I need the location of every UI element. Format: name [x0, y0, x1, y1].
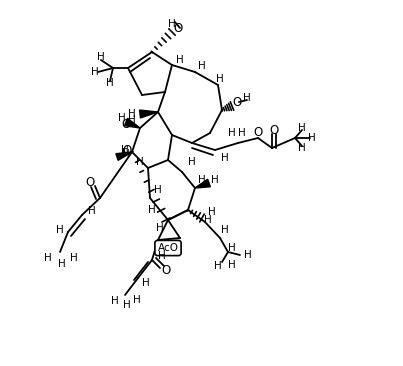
Text: H: H: [88, 206, 96, 216]
Text: H: H: [158, 251, 166, 261]
Text: O: O: [233, 96, 242, 108]
Text: H: H: [70, 253, 78, 263]
Text: H: H: [133, 295, 141, 305]
Polygon shape: [116, 152, 132, 160]
Text: H: H: [221, 153, 229, 163]
Text: AcO: AcO: [158, 243, 179, 253]
Text: O: O: [121, 117, 131, 131]
Text: H: H: [148, 205, 156, 215]
Text: O: O: [269, 123, 278, 137]
Text: O: O: [253, 127, 263, 139]
Text: H: H: [298, 143, 306, 153]
Text: H: H: [198, 61, 206, 71]
Text: O: O: [173, 22, 183, 34]
Text: H: H: [243, 93, 251, 103]
Text: H: H: [298, 123, 306, 133]
Text: H: H: [238, 128, 246, 138]
Text: H: H: [221, 225, 229, 235]
Text: H: H: [211, 175, 219, 185]
Text: H: H: [128, 109, 136, 119]
Text: H: H: [228, 128, 236, 138]
Text: H: H: [308, 133, 316, 143]
Text: H: H: [122, 149, 130, 159]
Text: H: H: [142, 278, 150, 288]
Text: H: H: [106, 78, 114, 88]
Text: O: O: [85, 176, 95, 188]
Text: H: H: [188, 157, 196, 167]
Text: H: H: [204, 215, 212, 225]
Text: H: H: [208, 207, 216, 217]
Text: H: H: [97, 52, 105, 62]
Text: O: O: [161, 264, 170, 276]
Text: H: H: [214, 261, 222, 271]
Text: H: H: [121, 145, 129, 155]
Text: H: H: [91, 67, 99, 77]
Text: H: H: [156, 223, 164, 233]
Text: H: H: [123, 300, 131, 310]
Text: H: H: [216, 74, 224, 84]
Text: H: H: [198, 175, 206, 185]
Text: H: H: [136, 157, 144, 167]
Text: H: H: [44, 253, 52, 263]
Text: H: H: [128, 115, 136, 125]
Polygon shape: [125, 118, 140, 128]
Text: H: H: [228, 243, 236, 253]
Polygon shape: [139, 110, 158, 118]
Text: H: H: [56, 225, 64, 235]
Text: H: H: [58, 259, 66, 269]
Text: H: H: [228, 260, 236, 270]
Text: H: H: [154, 185, 162, 195]
Text: H: H: [168, 19, 176, 29]
Text: H: H: [111, 296, 119, 306]
Polygon shape: [195, 179, 210, 188]
Text: H: H: [244, 250, 252, 260]
Text: H: H: [176, 55, 184, 65]
Text: O: O: [123, 143, 132, 157]
Text: H: H: [118, 113, 126, 123]
